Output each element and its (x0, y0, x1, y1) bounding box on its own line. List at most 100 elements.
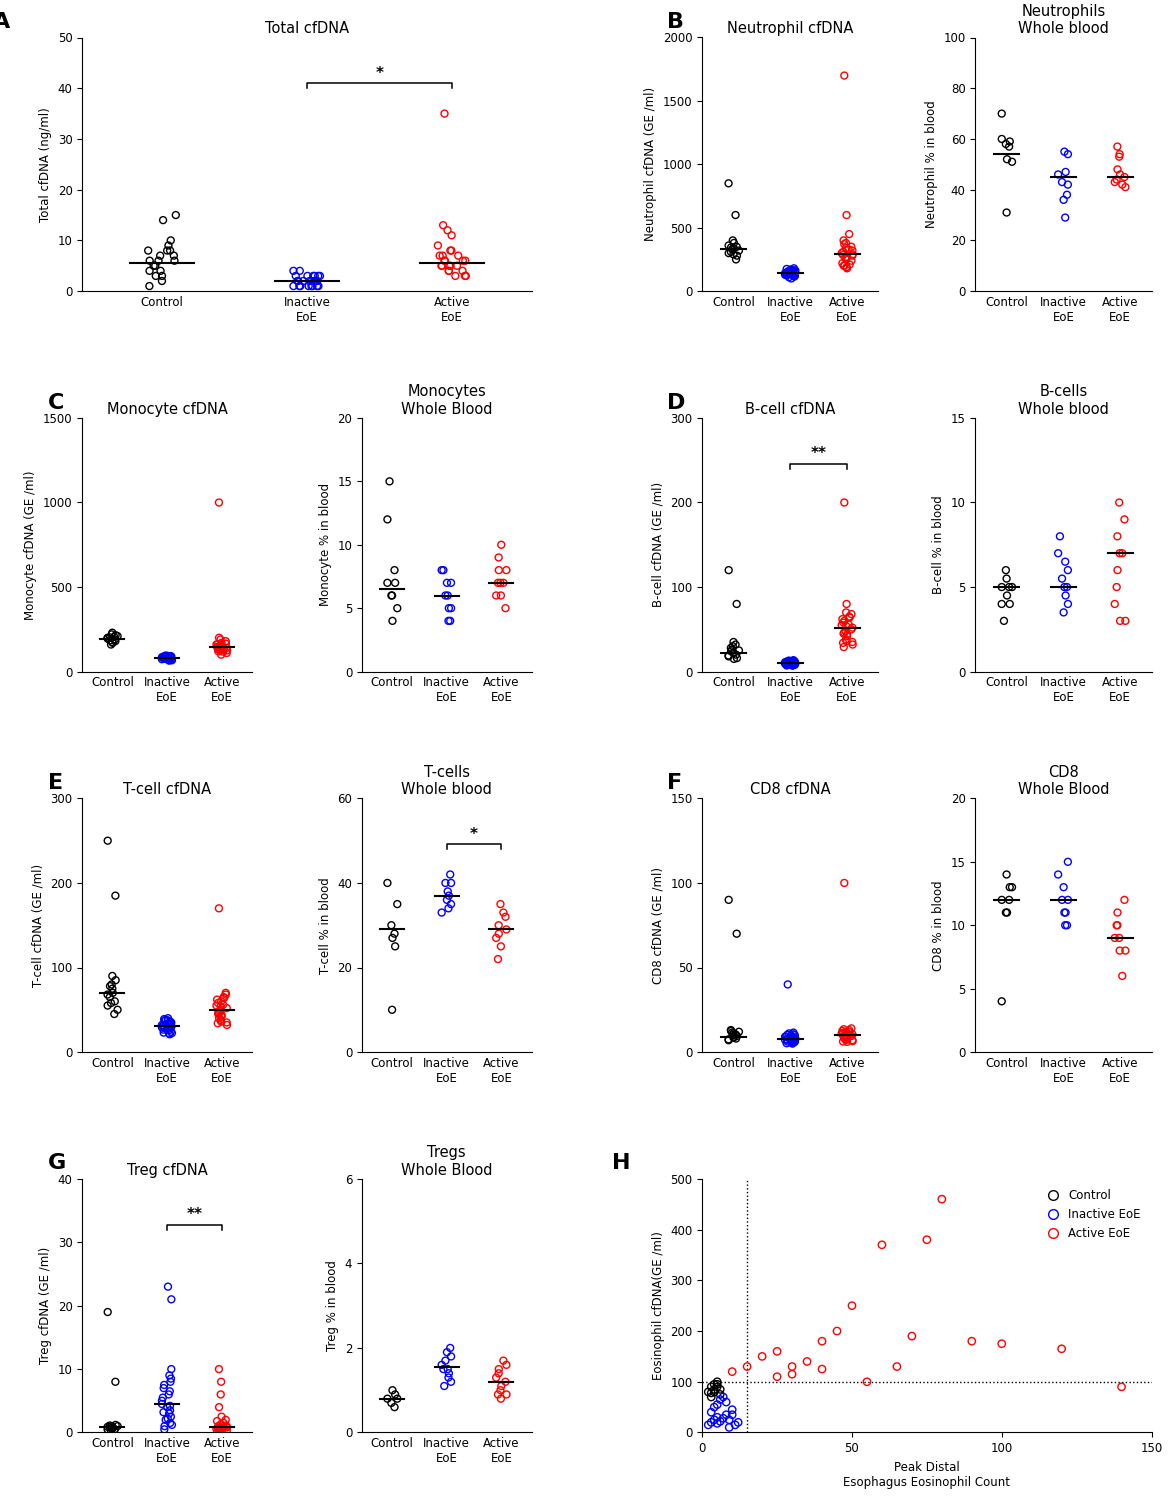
Point (1000, 888, 1019, 912)
Point (153, 1016, 172, 1040)
Point (1055, 900, 1074, 924)
Point (839, 612, 858, 636)
Point (1049, 162, 1068, 186)
Point (1000, 574, 1019, 598)
Point (155, 1007, 174, 1031)
Point (212, 1383, 230, 1407)
Point (842, 1028, 861, 1051)
Point (834, 1029, 853, 1053)
Point (728, 1410, 747, 1434)
Point (838, 622, 857, 646)
Point (209, 1416, 228, 1440)
Point (721, 1019, 740, 1042)
Point (842, 238, 861, 262)
Point (726, 248, 745, 272)
Point (434, 1358, 452, 1382)
Point (442, 596, 461, 619)
Point (167, 202, 186, 226)
Point (439, 254, 458, 278)
Point (209, 490, 228, 514)
Point (213, 636, 231, 660)
Point (838, 256, 857, 280)
Point (838, 624, 857, 648)
Point (153, 264, 172, 288)
Point (724, 228, 743, 252)
Point (159, 234, 177, 258)
Point (779, 266, 798, 290)
Y-axis label: Eosinophil cfDNA(GE /ml): Eosinophil cfDNA(GE /ml) (652, 1232, 665, 1380)
Point (1116, 176, 1135, 200)
Point (212, 998, 230, 1022)
Point (717, 1390, 736, 1414)
Point (832, 614, 851, 638)
Point (448, 254, 466, 278)
Point (1110, 142, 1129, 166)
Point (784, 258, 803, 282)
Point (840, 252, 859, 276)
Point (781, 650, 800, 674)
Point (998, 900, 1016, 924)
Point (1054, 600, 1073, 624)
Point (154, 1376, 173, 1400)
Point (918, 1227, 936, 1251)
Point (711, 1377, 730, 1401)
Point (154, 209, 173, 232)
Point (442, 238, 461, 262)
Point (738, 1354, 757, 1378)
Point (432, 900, 451, 924)
Point (101, 1419, 120, 1443)
Point (834, 621, 853, 645)
Point (383, 998, 402, 1022)
Point (781, 267, 800, 291)
Point (153, 646, 172, 670)
Point (837, 627, 855, 651)
Title: Monocyte cfDNA: Monocyte cfDNA (107, 402, 228, 417)
Point (442, 892, 461, 916)
Point (705, 1408, 724, 1432)
Point (785, 264, 804, 288)
Point (490, 558, 509, 582)
Point (491, 572, 510, 596)
Point (439, 596, 458, 619)
Title: CD8 cfDNA: CD8 cfDNA (750, 782, 831, 796)
Point (103, 630, 122, 654)
Text: A: A (0, 12, 9, 32)
Point (834, 1024, 853, 1048)
Point (382, 1390, 401, 1414)
Point (208, 632, 227, 656)
Point (725, 1024, 744, 1048)
Point (705, 1377, 724, 1401)
Point (99, 1414, 118, 1438)
Point (1115, 165, 1134, 189)
Point (699, 1413, 718, 1437)
Point (835, 609, 854, 633)
Point (101, 1416, 120, 1440)
Point (149, 249, 168, 273)
Point (496, 904, 515, 928)
Point (212, 1010, 230, 1034)
Point (827, 1318, 846, 1342)
Point (441, 254, 459, 278)
Point (701, 1382, 720, 1406)
Point (99, 993, 118, 1017)
Point (783, 1362, 801, 1386)
Point (160, 648, 179, 672)
Point (1106, 926, 1124, 950)
Point (494, 900, 512, 924)
Point (429, 234, 448, 258)
Point (434, 243, 452, 267)
Point (834, 634, 853, 658)
Text: **: ** (811, 446, 827, 460)
Point (842, 1293, 861, 1317)
Point (785, 264, 804, 288)
Point (378, 1386, 397, 1410)
Point (1059, 172, 1077, 196)
Point (388, 596, 407, 619)
Point (162, 1014, 181, 1038)
Title: Treg cfDNA: Treg cfDNA (127, 1162, 208, 1178)
Point (161, 1020, 180, 1044)
Text: H: H (612, 1154, 631, 1173)
Point (159, 646, 177, 670)
Point (998, 147, 1016, 171)
Point (432, 254, 451, 278)
